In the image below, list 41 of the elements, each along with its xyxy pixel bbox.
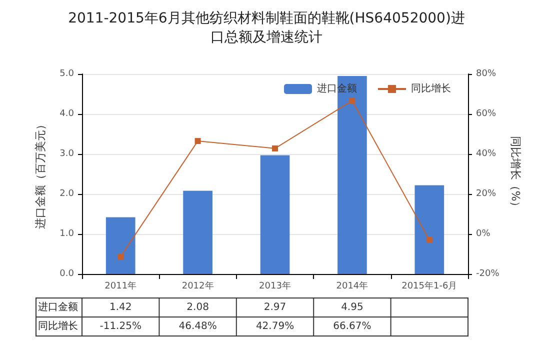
data-label: -11.25% bbox=[100, 321, 142, 332]
point bbox=[349, 98, 356, 104]
y-axis-title: 进口金额（百万美元） bbox=[34, 119, 47, 229]
x-tick-label: 2013年 bbox=[259, 280, 291, 292]
y-tick-label: 3.0 bbox=[60, 149, 74, 159]
bar bbox=[106, 217, 136, 274]
point bbox=[272, 145, 278, 152]
point bbox=[118, 254, 124, 260]
bar bbox=[414, 185, 444, 274]
y2-tick-label: 20% bbox=[476, 189, 496, 199]
y2-tick-label: 80% bbox=[476, 69, 496, 79]
data-label: 46.48% bbox=[178, 321, 217, 332]
data-label: 2.08 bbox=[186, 302, 209, 313]
y2-tick-label: 0% bbox=[476, 229, 491, 239]
y-tick-label: 1.0 bbox=[60, 229, 74, 239]
x-tick-label: 2014年 bbox=[336, 280, 368, 292]
y2-axis-title: 同比增长（%） bbox=[509, 136, 522, 212]
y-tick-label: 5.0 bbox=[60, 69, 74, 79]
data-label: 4.95 bbox=[341, 302, 364, 313]
point bbox=[194, 138, 201, 144]
x-tick-label: 2011年 bbox=[104, 280, 137, 292]
x-tick-label: 2012年 bbox=[182, 280, 214, 292]
bar bbox=[338, 76, 367, 274]
point bbox=[426, 237, 432, 243]
bar bbox=[183, 190, 212, 274]
text: 同比增长 bbox=[38, 321, 78, 332]
bar bbox=[260, 155, 290, 274]
y-tick-label: 4.0 bbox=[60, 109, 74, 119]
text: 进口金额 bbox=[38, 302, 78, 313]
y2-tick-label: 40% bbox=[476, 149, 496, 159]
y-tick-label: 0.0 bbox=[60, 269, 74, 279]
data-label: 66.67% bbox=[333, 321, 372, 332]
chart-title: 2011-2015年6月其他纺织材料制鞋面的鞋靴(HS64052000)进口总额及增速统计 bbox=[68, 10, 465, 46]
data-label: 42.79% bbox=[256, 321, 294, 332]
x-tick-label: 2015年1-6月 bbox=[402, 280, 458, 292]
data-label: 1.42 bbox=[109, 302, 132, 313]
y-tick-label: 2.0 bbox=[60, 189, 74, 199]
legend-label: 同比增长 bbox=[411, 82, 451, 94]
y2-tick-label: -20% bbox=[476, 269, 500, 279]
y2-tick-label: 60% bbox=[476, 109, 496, 119]
data-label: 2.97 bbox=[264, 302, 286, 313]
